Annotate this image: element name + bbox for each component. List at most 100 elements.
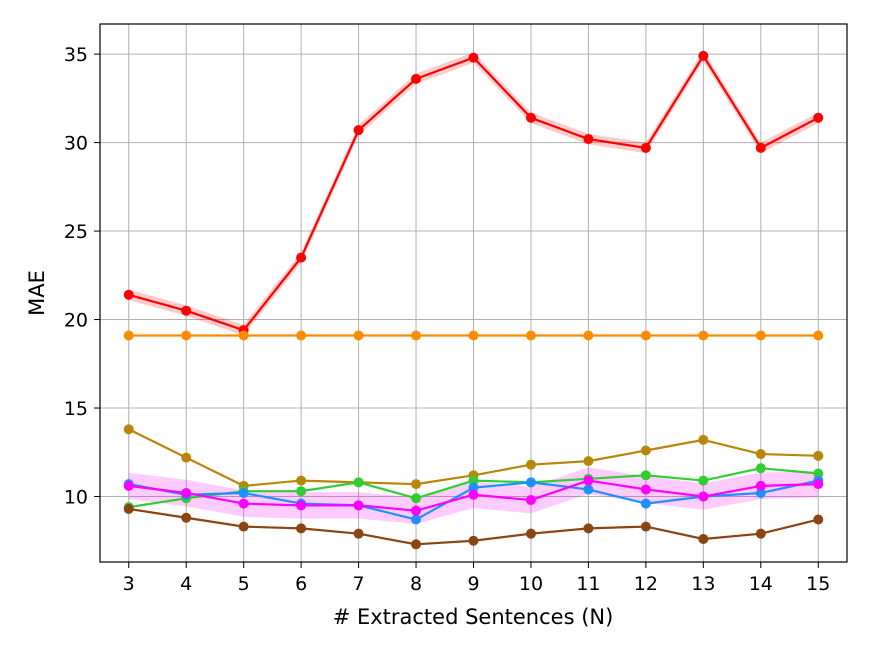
x-tick-label: 13 <box>691 573 715 595</box>
series-5-point <box>238 487 249 498</box>
series-5-point <box>640 498 651 509</box>
series-3-point <box>411 479 422 490</box>
series-2-point <box>123 330 134 341</box>
x-tick-label: 6 <box>295 573 307 595</box>
x-tick-label: 7 <box>353 573 365 595</box>
series-2-point <box>525 330 536 341</box>
series-4-point <box>698 475 709 486</box>
series-6-point <box>181 487 192 498</box>
series-7-point <box>583 523 594 534</box>
x-tick-label: 5 <box>238 573 250 595</box>
x-tick-label: 9 <box>467 573 479 595</box>
series-2-point <box>583 330 594 341</box>
y-tick-label: 10 <box>64 487 88 509</box>
series-2-point <box>698 330 709 341</box>
series-4-point <box>468 475 479 486</box>
series-2-point <box>238 330 249 341</box>
series-6-point <box>353 500 364 511</box>
series-1-point <box>411 73 422 84</box>
x-tick-label: 3 <box>123 573 135 595</box>
series-1-point <box>296 252 307 263</box>
series-1-point <box>123 289 134 300</box>
series-7-point <box>698 533 709 544</box>
y-tick-label: 20 <box>64 310 88 332</box>
series-7-point <box>468 535 479 546</box>
y-axis-ticks: 10 15 20 25 30 35 <box>64 44 100 509</box>
series-3-point <box>698 434 709 445</box>
y-tick-label: 25 <box>64 221 88 243</box>
series-7-point <box>238 521 249 532</box>
y-axis-title: MAE <box>25 270 49 316</box>
series-1-point <box>813 112 824 123</box>
series-2-point <box>181 330 192 341</box>
series-7-point <box>640 521 651 532</box>
series-4-point <box>813 468 824 479</box>
series-2-point <box>411 330 422 341</box>
series-3-point <box>583 456 594 467</box>
series-7-point <box>813 514 824 525</box>
series-2-point <box>640 330 651 341</box>
series-5-point <box>468 482 479 493</box>
series-2-point <box>468 330 479 341</box>
series-7-point <box>123 503 134 514</box>
series-4-point <box>640 470 651 481</box>
series-7-point <box>755 528 766 539</box>
x-tick-label: 8 <box>410 573 422 595</box>
series-1-point <box>698 50 709 61</box>
series-5-point <box>411 514 422 525</box>
series-6-point <box>698 491 709 502</box>
series-6-point <box>640 484 651 495</box>
series-7-point <box>296 523 307 534</box>
series-1-point <box>353 125 364 136</box>
series-1-point <box>525 112 536 123</box>
series-1-point <box>181 305 192 316</box>
series-2-point <box>813 330 824 341</box>
series-1-point <box>583 134 594 145</box>
series-6-point <box>296 500 307 511</box>
series-7-point <box>181 512 192 523</box>
series-5-point <box>525 477 536 488</box>
series-3-point <box>640 445 651 456</box>
series-3-point <box>813 450 824 461</box>
y-tick-label: 30 <box>64 133 88 155</box>
series-3-point <box>296 475 307 486</box>
x-tick-label: 10 <box>519 573 543 595</box>
series-3-point <box>525 459 536 470</box>
y-tick-label: 15 <box>64 398 88 420</box>
series-6-point <box>468 489 479 500</box>
series-4-point <box>411 493 422 504</box>
series-1-point <box>468 52 479 63</box>
y-tick-label: 35 <box>64 44 88 66</box>
series-6-point <box>411 505 422 516</box>
series-3-point <box>755 449 766 460</box>
x-tick-label: 12 <box>634 573 658 595</box>
x-tick-label: 4 <box>180 573 192 595</box>
series-6-point <box>813 479 824 490</box>
series-6-point <box>238 498 249 509</box>
series-1-point <box>755 142 766 153</box>
series-5-point <box>583 484 594 495</box>
series-2-point <box>755 330 766 341</box>
series-6-point <box>755 480 766 491</box>
series-2-point <box>353 330 364 341</box>
series-points <box>123 50 824 550</box>
series-6-point <box>525 495 536 506</box>
x-tick-label: 11 <box>576 573 600 595</box>
series-6-point <box>583 475 594 486</box>
series-3-point <box>123 424 134 435</box>
series-7-point <box>353 528 364 539</box>
series-5-point <box>755 487 766 498</box>
series-7-point <box>411 539 422 550</box>
x-tick-label: 15 <box>806 573 830 595</box>
series-2-point <box>296 330 307 341</box>
series-4-point <box>755 463 766 474</box>
x-axis-title: # Extracted Sentences (N) <box>333 605 614 629</box>
series-4-point <box>353 477 364 488</box>
series-7-point <box>525 528 536 539</box>
series-4-point <box>296 486 307 497</box>
x-axis-ticks: 3 4 5 6 7 8 9 10 11 12 13 14 15 <box>123 562 830 595</box>
x-tick-label: 14 <box>749 573 773 595</box>
series-6-point <box>123 480 134 491</box>
